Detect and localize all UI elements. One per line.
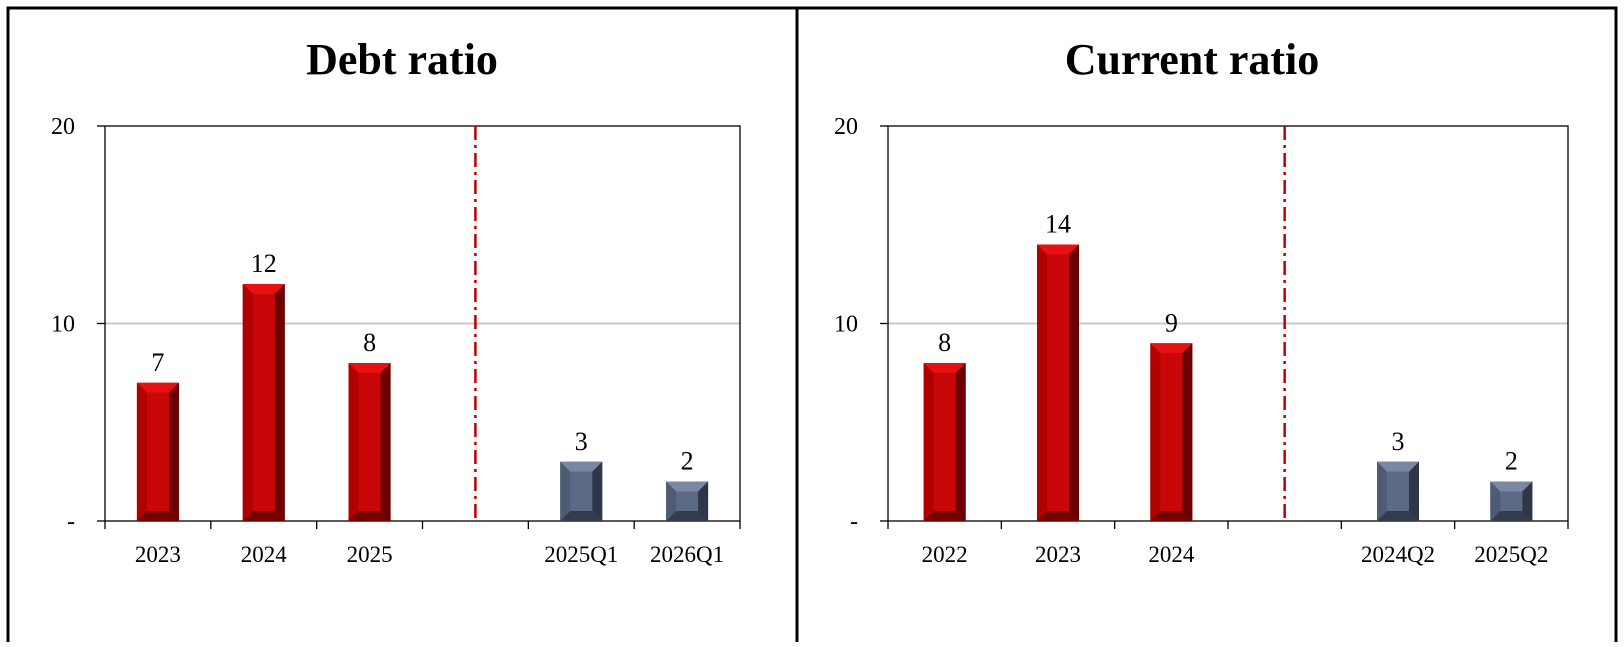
bar-bevel-top: [1377, 461, 1419, 472]
bar-face: [252, 294, 275, 511]
bar-annual: [242, 284, 285, 521]
bar-bevel-left: [560, 461, 571, 521]
bar-bevel-right: [1069, 244, 1079, 521]
bar-bevel-bottom: [1037, 511, 1079, 521]
bar-face: [1500, 491, 1523, 511]
y-tick-label: -: [850, 509, 858, 535]
bar-bevel-top: [1490, 481, 1533, 492]
data-label: 8: [938, 328, 951, 357]
chart-title: Current ratio: [1065, 35, 1320, 84]
bar-bevel-bottom: [666, 511, 709, 521]
y-tick-label: 20: [51, 114, 75, 140]
bar-bevel-left: [242, 284, 253, 521]
bar-bevel-right: [1522, 481, 1533, 521]
bar-bevel-right: [1182, 343, 1193, 521]
chart-title: Debt ratio: [306, 35, 498, 84]
bar-quarterly: [1490, 481, 1533, 521]
x-tick-label: 2024: [241, 542, 288, 567]
x-tick-label: 2023: [135, 542, 181, 567]
bar-bevel-right: [698, 481, 709, 521]
bar-bevel-bottom: [560, 511, 603, 521]
x-tick-label: 2023: [1035, 542, 1081, 567]
bar-bevel-right: [592, 461, 603, 521]
bar-face: [358, 373, 381, 511]
bar-bevel-left: [666, 481, 677, 521]
data-label: 8: [363, 328, 376, 357]
bar-bevel-right: [274, 284, 285, 521]
bar-face: [1047, 254, 1069, 511]
bar-bevel-top: [923, 363, 966, 373]
x-tick-label: 2022: [922, 542, 968, 567]
bar-quarterly: [1377, 461, 1419, 521]
x-tick-label: 2024Q2: [1361, 542, 1435, 567]
data-label: 3: [575, 427, 588, 456]
bar-face: [1387, 471, 1409, 511]
bar-face: [146, 392, 169, 511]
x-tick-label: 2024: [1148, 542, 1195, 567]
bar-face: [676, 491, 699, 511]
bar-bevel-bottom: [1490, 511, 1533, 521]
bar-bevel-top: [666, 481, 709, 492]
bar-face: [933, 373, 956, 511]
bar-bevel-bottom: [136, 511, 179, 521]
bar-annual: [348, 363, 391, 521]
x-tick-label: 2026Q1: [650, 542, 724, 567]
y-tick-label: -: [67, 509, 75, 535]
bar-bevel-bottom: [348, 511, 391, 521]
data-label: 2: [1505, 447, 1518, 476]
bar-annual: [1037, 244, 1079, 521]
bar-bevel-left: [1490, 481, 1501, 521]
bar-bevel-left: [348, 363, 359, 521]
y-tick-label: 10: [51, 312, 75, 338]
bar-face: [570, 471, 593, 511]
bar-bevel-right: [380, 363, 391, 521]
bar-annual: [923, 363, 966, 521]
bar-bevel-bottom: [1150, 511, 1193, 521]
bar-bevel-right: [955, 363, 966, 521]
data-label: 3: [1392, 427, 1405, 456]
bar-bevel-top: [560, 461, 603, 472]
data-label: 14: [1045, 210, 1071, 239]
bar-annual: [1150, 343, 1193, 521]
bar-quarterly: [666, 481, 709, 521]
data-label: 12: [251, 249, 277, 278]
bar-bevel-left: [923, 363, 934, 521]
bar-bevel-top: [242, 284, 285, 294]
y-tick-label: 20: [834, 114, 858, 140]
data-label: 7: [151, 348, 164, 377]
bar-bevel-bottom: [242, 511, 285, 521]
panel-border: [795, 6, 1618, 642]
bar-bevel-top: [1150, 343, 1193, 354]
y-tick-label: 10: [834, 312, 858, 338]
data-label: 9: [1165, 308, 1178, 337]
bar-face: [1160, 353, 1183, 511]
chart-panel-2: Current ratio - 10 20 2022 8 2023 14 2024 9 2024Q2…: [795, 6, 1618, 642]
x-tick-label: 2025Q1: [544, 542, 618, 567]
bar-annual: [136, 382, 179, 521]
bar-bevel-bottom: [1377, 511, 1419, 521]
bar-quarterly: [560, 461, 603, 521]
bar-bevel-left: [1377, 461, 1387, 521]
bar-bevel-right: [168, 382, 179, 521]
bar-bevel-top: [136, 382, 179, 393]
bar-bevel-left: [1150, 343, 1161, 521]
bar-bevel-top: [348, 363, 391, 373]
data-label: 2: [681, 447, 694, 476]
chart-panel-1: Debt ratio - 10 20 2023 7 2024 12 2025 8 2025Q1 3 20…: [6, 6, 799, 642]
x-tick-label: 2025Q2: [1474, 542, 1548, 567]
bar-bevel-right: [1409, 461, 1419, 521]
bar-bevel-left: [136, 382, 147, 521]
x-tick-label: 2025: [347, 542, 393, 567]
bar-bevel-left: [1037, 244, 1047, 521]
bar-bevel-bottom: [923, 511, 966, 521]
bar-bevel-top: [1037, 244, 1079, 255]
